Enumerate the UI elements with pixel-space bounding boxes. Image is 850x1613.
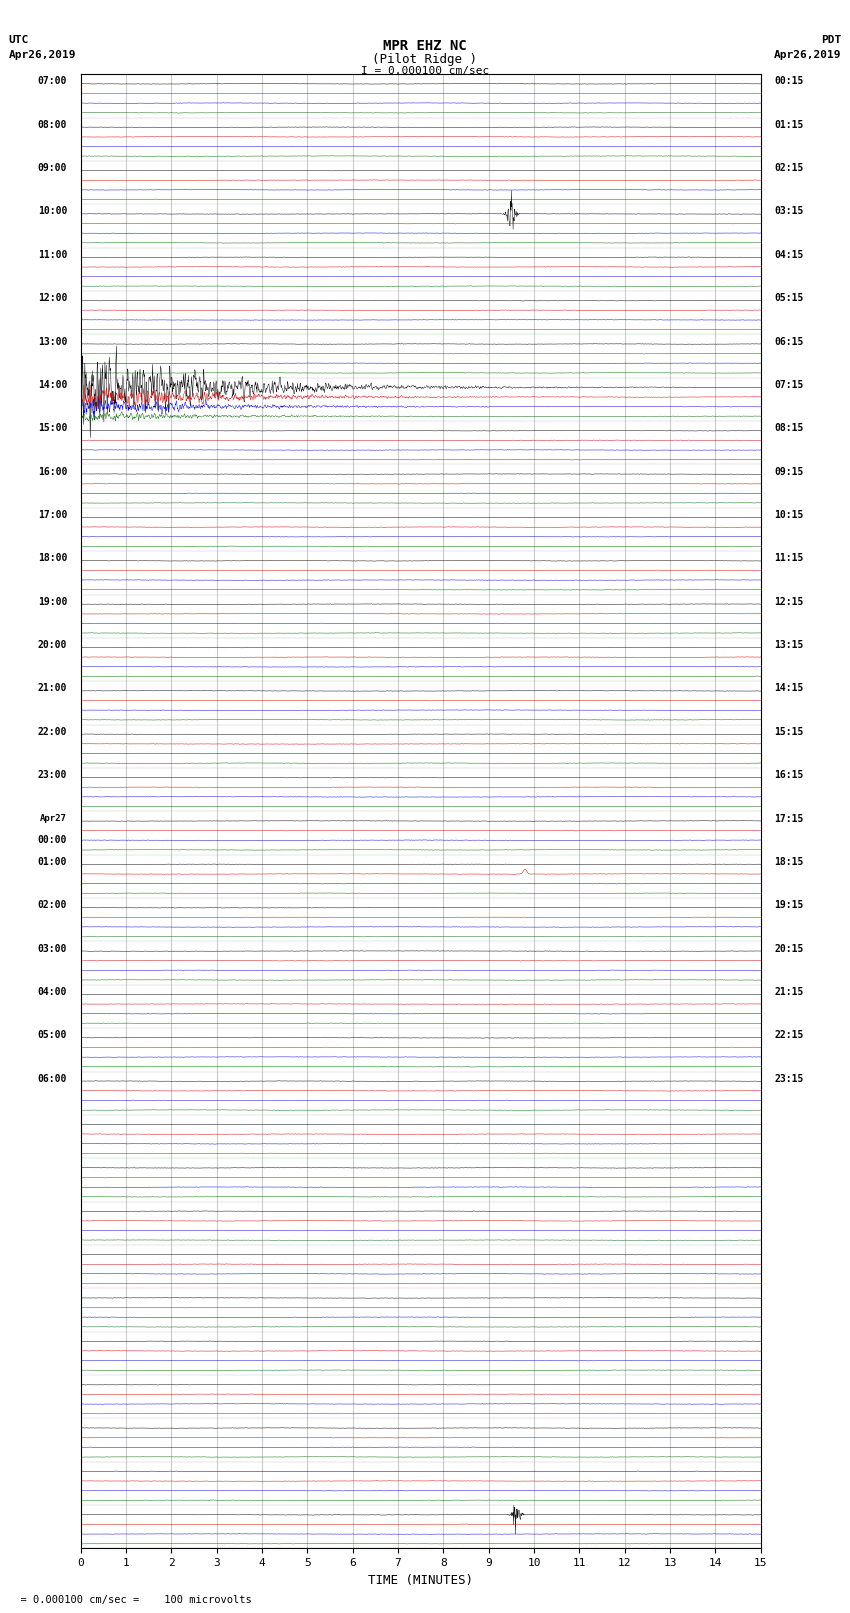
Text: 15:00: 15:00 [37,423,67,434]
Text: 01:15: 01:15 [774,119,804,129]
X-axis label: TIME (MINUTES): TIME (MINUTES) [368,1574,473,1587]
Text: 20:15: 20:15 [774,944,804,953]
Text: Apr27: Apr27 [40,813,67,823]
Text: 12:00: 12:00 [37,294,67,303]
Text: UTC: UTC [8,35,29,45]
Text: 04:15: 04:15 [774,250,804,260]
Text: 09:15: 09:15 [774,466,804,476]
Text: 16:15: 16:15 [774,769,804,781]
Text: 13:00: 13:00 [37,337,67,347]
Text: (Pilot Ridge ): (Pilot Ridge ) [372,53,478,66]
Text: Apr26,2019: Apr26,2019 [8,50,76,60]
Text: PDT: PDT [821,35,842,45]
Text: 09:00: 09:00 [37,163,67,173]
Text: 23:15: 23:15 [774,1074,804,1084]
Text: 15:15: 15:15 [774,727,804,737]
Text: 01:00: 01:00 [37,857,67,866]
Text: 14:15: 14:15 [774,684,804,694]
Text: 21:15: 21:15 [774,987,804,997]
Text: 07:00: 07:00 [37,76,67,87]
Text: 13:15: 13:15 [774,640,804,650]
Text: 08:00: 08:00 [37,119,67,129]
Text: 21:00: 21:00 [37,684,67,694]
Text: 22:00: 22:00 [37,727,67,737]
Text: 02:15: 02:15 [774,163,804,173]
Text: 05:00: 05:00 [37,1031,67,1040]
Text: 22:15: 22:15 [774,1031,804,1040]
Text: 00:00: 00:00 [37,836,67,845]
Text: 05:15: 05:15 [774,294,804,303]
Text: MPR EHZ NC: MPR EHZ NC [383,39,467,53]
Text: 02:00: 02:00 [37,900,67,910]
Text: 00:15: 00:15 [774,76,804,87]
Text: 11:00: 11:00 [37,250,67,260]
Text: = 0.000100 cm/sec =    100 microvolts: = 0.000100 cm/sec = 100 microvolts [8,1595,252,1605]
Text: 11:15: 11:15 [774,553,804,563]
Text: 20:00: 20:00 [37,640,67,650]
Text: 19:15: 19:15 [774,900,804,910]
Text: 07:15: 07:15 [774,381,804,390]
Text: 06:00: 06:00 [37,1074,67,1084]
Text: 04:00: 04:00 [37,987,67,997]
Text: I = 0.000100 cm/sec: I = 0.000100 cm/sec [361,66,489,76]
Text: 03:15: 03:15 [774,206,804,216]
Text: 18:00: 18:00 [37,553,67,563]
Text: 12:15: 12:15 [774,597,804,606]
Text: 10:15: 10:15 [774,510,804,519]
Text: 06:15: 06:15 [774,337,804,347]
Text: 17:00: 17:00 [37,510,67,519]
Text: 10:00: 10:00 [37,206,67,216]
Text: 14:00: 14:00 [37,381,67,390]
Text: 18:15: 18:15 [774,857,804,866]
Text: Apr26,2019: Apr26,2019 [774,50,842,60]
Text: 03:00: 03:00 [37,944,67,953]
Text: 16:00: 16:00 [37,466,67,476]
Text: 19:00: 19:00 [37,597,67,606]
Text: 08:15: 08:15 [774,423,804,434]
Text: 17:15: 17:15 [774,813,804,824]
Text: 23:00: 23:00 [37,769,67,781]
